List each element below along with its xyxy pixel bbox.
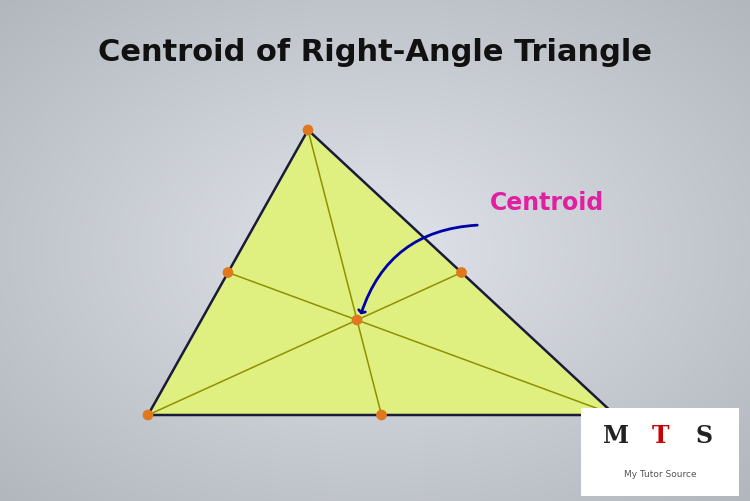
Point [222,269,234,277]
Text: T: T [651,424,669,448]
Point [351,316,363,324]
Polygon shape [148,130,615,415]
Text: My Tutor Source: My Tutor Source [624,469,696,478]
Point [302,126,314,134]
Text: S: S [695,424,712,448]
Text: Centroid: Centroid [490,191,604,215]
Point [142,411,154,419]
Text: M: M [603,424,629,448]
Point [376,411,388,419]
Text: Centroid of Right-Angle Triangle: Centroid of Right-Angle Triangle [98,38,652,67]
FancyBboxPatch shape [575,407,745,498]
Point [455,269,467,277]
Point [609,411,621,419]
